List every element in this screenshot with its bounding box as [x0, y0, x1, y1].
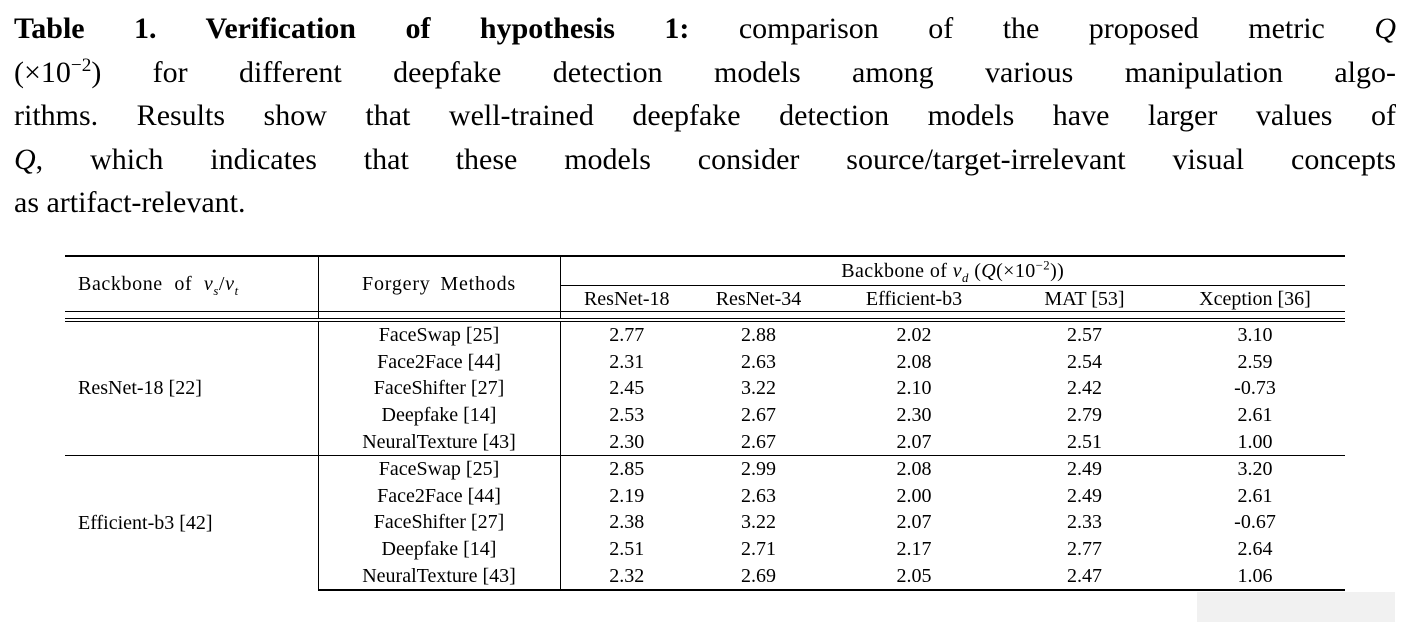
- method-cell: Face2Face [44]: [318, 482, 561, 510]
- value-cell: 2.54: [1067, 350, 1102, 373]
- header-backbone-vd-group: Backbone of vd (Q(×10−2)): [560, 256, 1345, 286]
- table-row: NeuralTexture [43] 2.30 2.67 2.07 2.51 1…: [65, 428, 1345, 456]
- caption-line: (×10−2) for different deepfake detection…: [14, 54, 1396, 89]
- value-cell: 2.07: [896, 511, 932, 534]
- caption-line: rithms. Results show that well-trained d…: [14, 99, 1396, 132]
- method-cell: NeuralTexture [43]: [318, 428, 561, 456]
- caption-line: Table 1. Verification of hypothesis 1: c…: [14, 12, 1396, 45]
- table-row: FaceShifter [27] 2.45 3.22 2.10 2.42 -0.…: [65, 375, 1345, 402]
- method-cell: FaceSwap [25]: [318, 454, 561, 483]
- value-cell: -0.67: [1234, 511, 1276, 534]
- header-detector-xception: Xception [36]: [1165, 285, 1345, 312]
- method-cell: FaceSwap [25]: [318, 320, 561, 349]
- table-row: Deepfake [14] 2.51 2.71 2.17 2.77 2.64: [65, 535, 1345, 563]
- table-row: Face2Face [44] 2.19 2.63 2.00 2.49 2.61: [65, 482, 1345, 510]
- method-cell: FaceShifter [27]: [318, 375, 561, 402]
- value-cell: 2.69: [693, 562, 824, 591]
- value-cell: 2.64: [1237, 538, 1273, 561]
- value-cell: 2.67: [741, 430, 776, 453]
- value-cell: 2.08: [824, 454, 1004, 483]
- value-cell: 2.51: [609, 538, 645, 561]
- header-detector-resnet18: ResNet-18: [560, 285, 693, 312]
- header-backbone-vs-vt: Backbone of vs/vt: [65, 256, 319, 312]
- table-row: ResNet-18 [22] FaceSwap [25] 2.77 2.88 2…: [65, 320, 1345, 456]
- value-cell: 2.33: [1067, 511, 1102, 534]
- method-cell: FaceShifter [27]: [318, 509, 561, 536]
- header-detector-resnet34: ResNet-34: [693, 285, 824, 312]
- value-cell: 2.51: [1067, 430, 1102, 453]
- bottom-right-gray-box: [1197, 592, 1395, 622]
- value-cell: 3.22: [741, 511, 776, 534]
- method-cell: Deepfake [14]: [318, 401, 561, 429]
- header-detector-efficientb3: Efficient-b3: [824, 285, 1004, 312]
- method-cell: NeuralTexture [43]: [318, 562, 561, 591]
- value-cell: 2.45: [609, 377, 645, 400]
- value-cell: 2.47: [1004, 562, 1165, 591]
- value-cell: 2.42: [1067, 377, 1102, 400]
- value-cell: 2.31: [609, 350, 645, 373]
- double-rule-spacer: [65, 311, 1345, 322]
- header-detector-mat: MAT [53]: [1004, 285, 1165, 312]
- value-cell: 2.49: [1067, 484, 1102, 507]
- caption-line: as artifact-relevant.: [14, 186, 246, 219]
- header-forgery-methods: Forgery Methods: [318, 256, 561, 312]
- value-cell: 2.08: [896, 350, 932, 373]
- value-cell: 1.00: [1237, 430, 1273, 453]
- value-cell: 2.67: [741, 404, 776, 427]
- value-cell: 2.10: [896, 377, 932, 400]
- value-cell: 2.32: [560, 562, 693, 591]
- value-cell: 2.05: [824, 562, 1004, 591]
- value-cell: 2.19: [609, 484, 645, 507]
- value-cell: 2.30: [609, 430, 645, 453]
- value-cell: 2.88: [741, 324, 776, 347]
- value-cell: 2.85: [560, 454, 693, 483]
- value-cell: 2.00: [896, 484, 932, 507]
- value-cell: 2.38: [609, 511, 645, 534]
- method-cell: Face2Face [44]: [318, 348, 561, 376]
- method-cell: Deepfake [14]: [318, 535, 561, 563]
- value-cell: 3.20: [1165, 454, 1345, 483]
- value-cell: 2.57: [1067, 324, 1102, 347]
- value-cell: 2.02: [896, 324, 932, 347]
- table-row: NeuralTexture [43] 2.32 2.69 2.05 2.47 1…: [65, 562, 1345, 591]
- value-cell: 1.06: [1165, 562, 1345, 591]
- table-caption: Table 1. Verification of hypothesis 1: c…: [14, 7, 1396, 225]
- value-cell: 2.30: [896, 404, 932, 427]
- group-backbone-label: ResNet-18 [22]: [65, 320, 319, 456]
- value-cell: 2.61: [1237, 404, 1273, 427]
- table-row: Deepfake [14] 2.53 2.67 2.30 2.79 2.61: [65, 401, 1345, 429]
- value-cell: 2.53: [609, 404, 645, 427]
- group-backbone-label: Efficient-b3 [42]: [65, 454, 319, 590]
- value-cell: 2.61: [1237, 484, 1273, 507]
- value-cell: 2.59: [1237, 350, 1273, 373]
- value-cell: 3.22: [741, 377, 776, 400]
- value-cell: 3.10: [1237, 324, 1273, 347]
- value-cell: 2.07: [896, 430, 932, 453]
- value-cell: 2.77: [1067, 538, 1102, 561]
- table-row: FaceShifter [27] 2.38 3.22 2.07 2.33 -0.…: [65, 509, 1345, 536]
- caption-line: Q, which indicates that these models con…: [14, 142, 1396, 176]
- value-cell: 2.17: [896, 538, 932, 561]
- table-row: Efficient-b3 [42] FaceSwap [25] 2.85 2.9…: [65, 454, 1345, 590]
- table-row: Face2Face [44] 2.31 2.63 2.08 2.54 2.59: [65, 348, 1345, 376]
- value-cell: -0.73: [1234, 377, 1276, 400]
- value-cell: 2.77: [609, 324, 645, 347]
- value-cell: 2.49: [1004, 454, 1165, 483]
- value-cell: 2.99: [693, 454, 824, 483]
- value-cell: 2.63: [741, 350, 776, 373]
- results-table: Backbone of vs/vt Forgery Methods Backbo…: [65, 255, 1345, 591]
- value-cell: 2.79: [1067, 404, 1102, 427]
- value-cell: 2.63: [741, 484, 776, 507]
- value-cell: 2.71: [741, 538, 776, 561]
